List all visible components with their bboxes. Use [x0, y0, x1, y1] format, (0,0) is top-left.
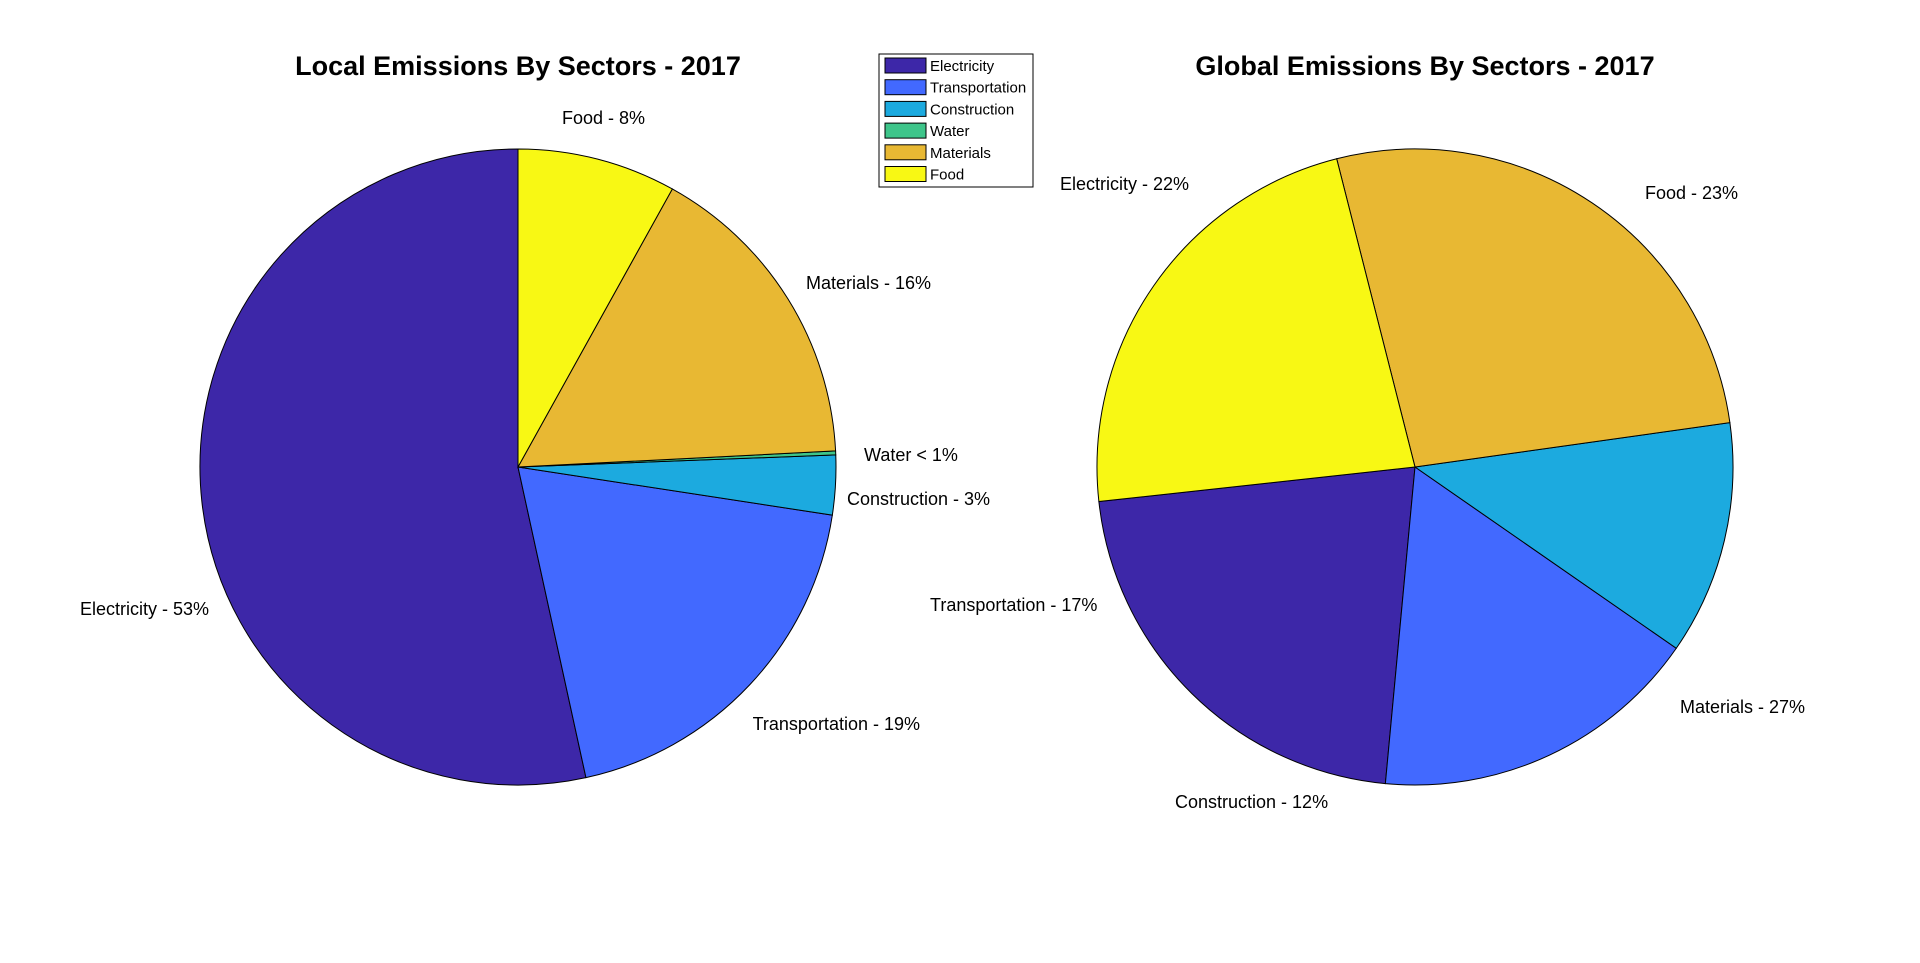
- global-label-transportation: Transportation - 17%: [930, 595, 1097, 615]
- legend-swatch-construction: [884, 100, 927, 117]
- local-emissions-pie: Local Emissions By Sectors - 2017 Electr…: [80, 51, 990, 786]
- legend-swatch-water: [884, 122, 927, 139]
- global-slice-construction: [1413, 422, 1734, 649]
- legend-box: [878, 53, 1034, 188]
- global-label-electricity: Electricity - 22%: [1060, 174, 1189, 194]
- local-slice-electricity: [199, 148, 587, 786]
- local-label-electricity: Electricity - 53%: [80, 599, 209, 619]
- global-slice-electricity: [1098, 466, 1416, 785]
- legend: Electricity Transportation Construction Wat…: [878, 53, 1034, 188]
- local-label-construction: Construction - 3%: [847, 489, 990, 509]
- local-label-materials: Materials - 16%: [806, 273, 931, 293]
- legend-label-water: Water: [930, 123, 969, 140]
- local-label-food: Food - 8%: [562, 108, 645, 128]
- global-label-food: Food - 23%: [1645, 183, 1738, 203]
- global-label-construction: Construction - 12%: [1175, 792, 1328, 812]
- legend-label-food: Food: [930, 167, 964, 184]
- legend-label-electricity: Electricity: [930, 58, 995, 75]
- local-slice-food: [517, 148, 674, 469]
- legend-swatch-electricity: [884, 57, 927, 74]
- local-chart-title: Local Emissions By Sectors - 2017: [295, 51, 741, 81]
- local-slice-transportation: [517, 466, 833, 779]
- legend-swatch-materials: [884, 144, 927, 161]
- global-slice-transportation: [1384, 466, 1677, 786]
- local-label-water: Water < 1%: [864, 445, 958, 465]
- legend-label-transportation: Transportation: [930, 80, 1026, 97]
- global-label-materials: Materials - 27%: [1680, 697, 1805, 717]
- legend-swatch-transportation: [884, 79, 927, 96]
- local-label-transportation: Transportation - 19%: [753, 714, 920, 734]
- legend-swatch-food: [884, 166, 927, 182]
- local-slice-materials: [517, 188, 837, 468]
- legend-label-materials: Materials: [930, 145, 991, 162]
- global-emissions-pie: Global Emissions By Sectors - 2017 Elect…: [930, 51, 1805, 812]
- global-chart-title: Global Emissions By Sectors - 2017: [1195, 51, 1654, 81]
- global-slice-materials: [1336, 148, 1731, 468]
- global-slice-food: [1096, 158, 1416, 503]
- legend-label-construction: Construction: [930, 101, 1014, 118]
